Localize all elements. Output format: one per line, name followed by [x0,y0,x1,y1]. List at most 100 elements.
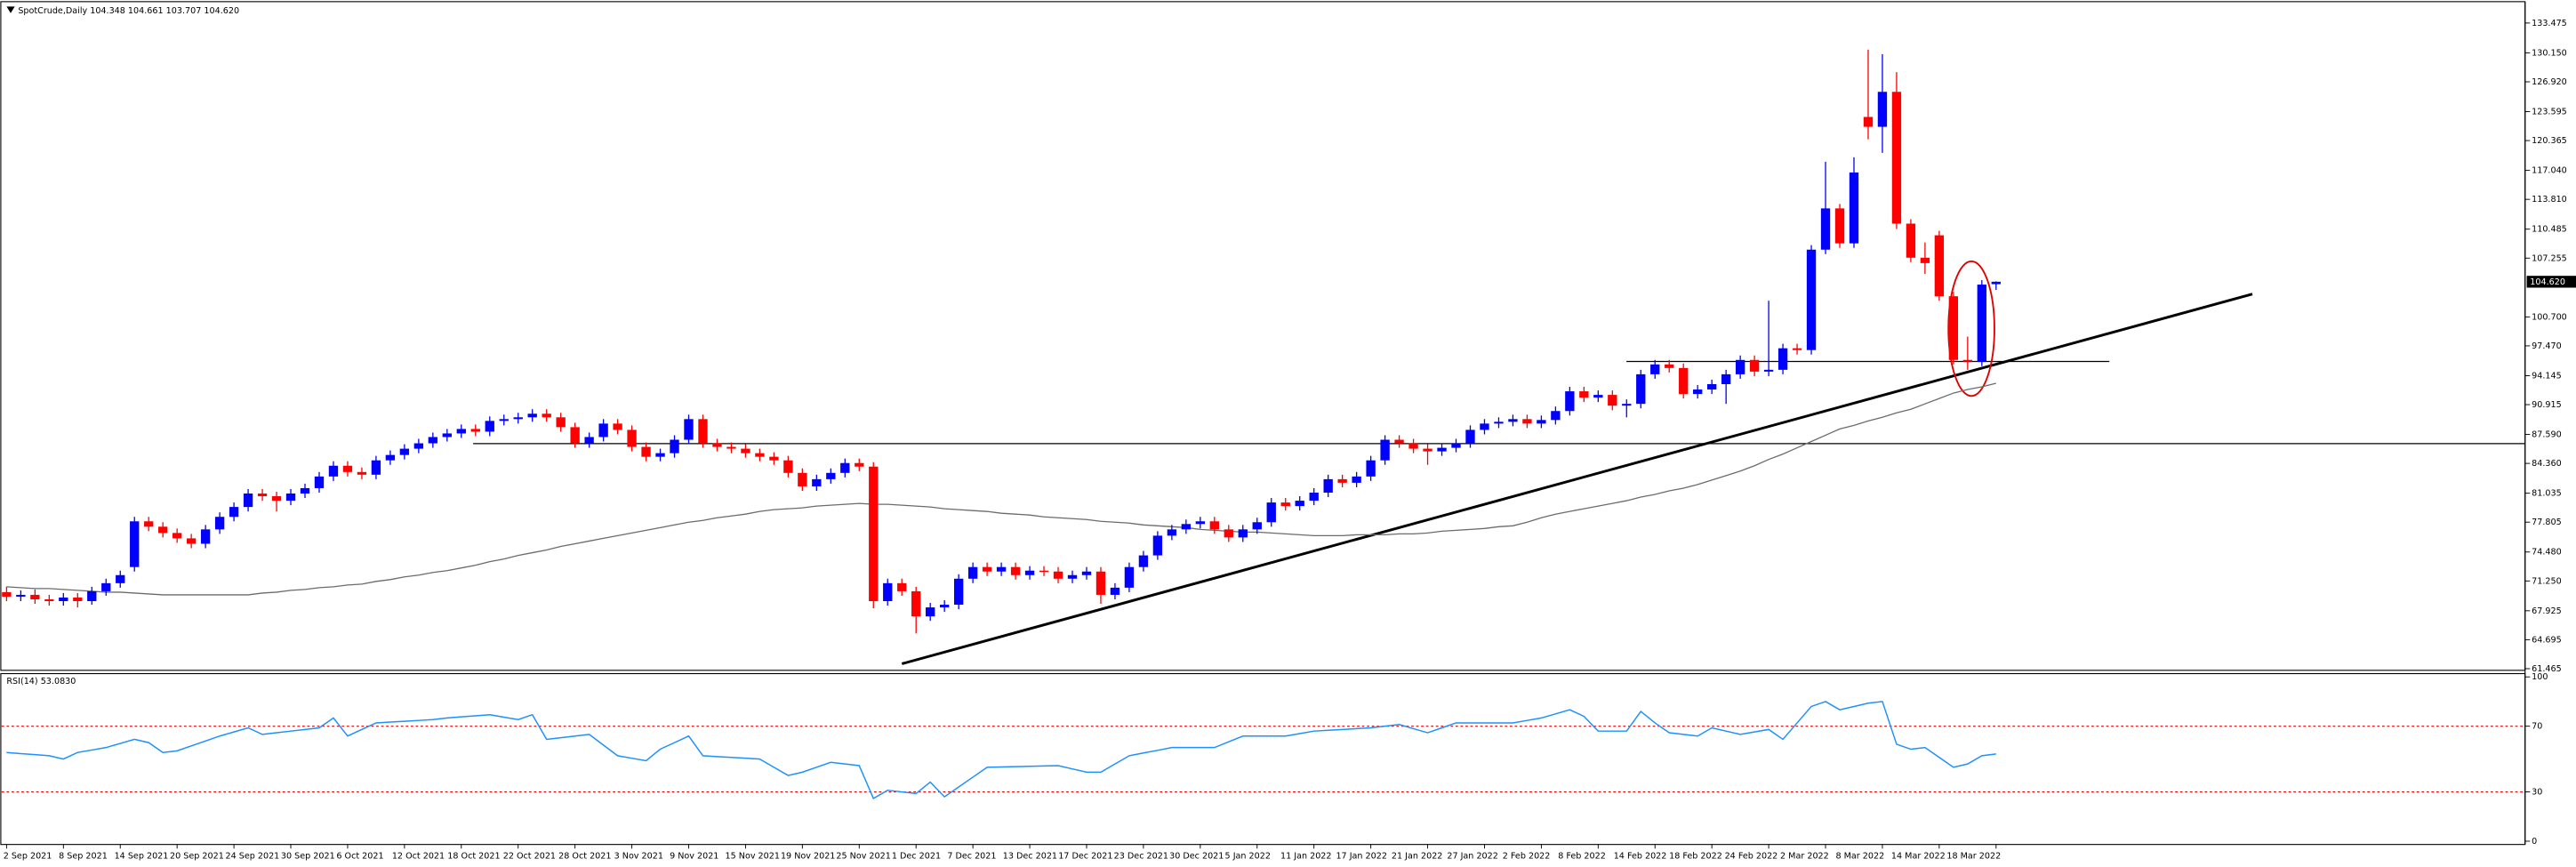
candle-body [1266,502,1276,523]
candle-body [855,462,864,467]
candle-body [271,496,282,502]
candle-body [144,521,154,527]
y-tick-label: 61.465 [2532,664,2562,674]
candle-body [1465,429,1475,444]
candle-body [342,465,353,472]
candle-body [1834,208,1845,244]
candle-body [783,460,793,473]
y-tick-label: 64.695 [2532,635,2562,645]
x-tick-label: 21 Jan 2022 [1392,852,1443,862]
y-tick-label: 107.255 [2532,253,2567,263]
x-tick-label: 28 Oct 2021 [558,852,611,862]
rsi-title: RSI(14) 53.0830 [6,677,76,686]
candle-body [87,590,97,602]
y-tick-label: 81.035 [2532,489,2562,499]
x-tick-label: 15 Nov 2021 [726,852,780,862]
x-tick-label: 13 Dec 2021 [1003,852,1057,862]
highlight-ellipse [1947,260,1995,397]
candle-body [953,578,964,606]
x-tick-label: 30 Sep 2021 [281,852,335,862]
x-tick-label: 12 Oct 2021 [392,852,445,862]
y-tick-label: 97.470 [2532,341,2562,351]
candle-body [726,446,736,449]
candle-body [513,417,523,420]
candle-body [1565,391,1575,412]
y-tick-label: 87.590 [2532,430,2562,440]
candle-body [1280,502,1290,507]
x-tick-label: 24 Sep 2021 [225,852,279,862]
candle-body [1906,223,1916,258]
chart-title: SpotCrude,Daily 104.348 104.661 103.707 … [18,6,239,16]
title-icon [6,6,15,13]
candle-body [1920,257,1930,263]
candle-body [684,419,694,440]
x-tick-label: 5 Jan 2022 [1225,852,1271,862]
candle-body [939,605,950,608]
candle-body [1224,529,1233,538]
candle-body [826,472,836,479]
candle-body [1522,419,1532,424]
candle-body [598,423,608,438]
candle-body [1863,116,1874,127]
x-tick-label: 24 Feb 2022 [1725,852,1778,862]
candle-body [1167,529,1177,536]
candle-body [741,448,750,454]
y-tick-label: 100.700 [2532,312,2567,322]
x-tick-label: 2 Feb 2022 [1503,852,1551,862]
x-tick-label: 14 Mar 2022 [1891,852,1946,862]
candle-body [556,417,566,428]
candle-body [1110,587,1120,595]
candle-body [1665,364,1674,368]
candle-body [1053,571,1063,579]
candle-body [1977,285,1986,362]
candle-body [1366,460,1376,477]
candle-body [1081,571,1092,575]
candle-body [16,594,26,597]
rsi-tick-label: 0 [2532,837,2537,847]
candle-body [1039,570,1049,573]
candle-body [1849,173,1859,244]
candle-body [499,419,509,421]
candle-body [1380,439,1390,461]
y-tick-label: 74.480 [2532,548,2562,558]
x-tick-label: 25 Nov 2021 [836,852,890,862]
candle-body [130,521,140,567]
candle-body [44,598,54,602]
candle-body [1721,373,1731,384]
x-tick-label: 14 Sep 2021 [115,852,169,862]
candle-body [641,446,651,457]
x-tick-label: 20 Sep 2021 [170,852,224,862]
x-tick-label: 23 Dec 2021 [1114,852,1168,862]
candle-body [385,454,396,461]
candle-body [926,607,935,617]
candle-body [1622,404,1632,406]
moving-average [6,382,1996,596]
y-tick-label: 77.805 [2532,518,2562,527]
candle-body [712,443,722,447]
x-tick-label: 2 Sep 2021 [4,852,52,862]
candle-body [1735,359,1745,374]
x-tick-label: 19 Nov 2021 [781,852,835,862]
candle-body [1749,359,1760,372]
candle-body [456,429,466,434]
candle-body [73,597,83,602]
candle-body [1593,395,1603,398]
x-tick-label: 17 Jan 2022 [1336,852,1387,862]
candle-body [1934,235,1945,297]
candle-body [243,494,253,508]
candle-body [1295,501,1304,507]
x-tick-label: 18 Feb 2022 [1669,852,1722,862]
x-tick-label: 3 Nov 2021 [614,852,663,862]
candle-body [996,566,1007,572]
candle-body [413,443,424,449]
candle-body [698,419,708,444]
candle-body [812,478,822,486]
candle-body [613,423,622,430]
candle-body [470,429,480,432]
candle-body [1394,439,1404,444]
candle-body [798,472,807,486]
candle-body [1124,566,1135,588]
candle-body [30,594,40,599]
